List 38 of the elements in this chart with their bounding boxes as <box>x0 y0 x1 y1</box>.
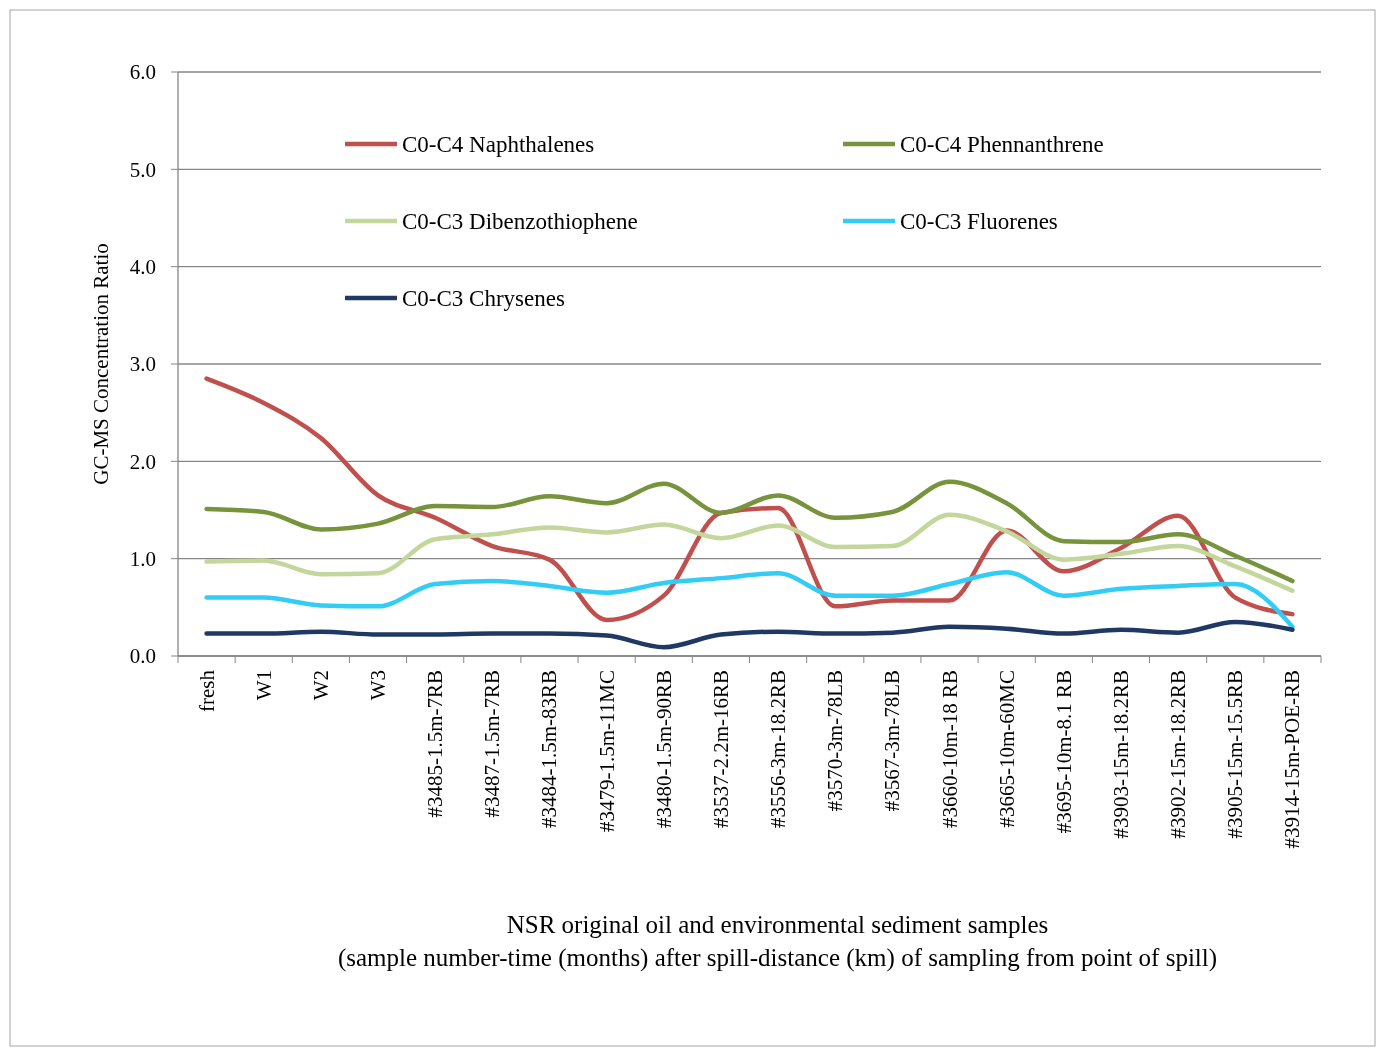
x-axis-title: NSR original oil and environmental sediment samples (sample number-time (months) after spill-distance (km) of sampling from point of spill) <box>337 911 1218 972</box>
x-tick-label: #3903-15m-18.2RB <box>1108 670 1133 839</box>
x-tick-label: fresh <box>194 669 219 712</box>
legend-label: C0-C4 Naphthalenes <box>402 132 595 158</box>
y-tick-label: 4.0 <box>129 255 156 280</box>
x-tick-label: #3660-10m-18 RB <box>937 670 962 829</box>
y-tick-label: 5.0 <box>129 157 156 182</box>
x-tick-label: #3567-3m-78LB <box>880 670 905 812</box>
line-series <box>204 570 1295 630</box>
x-tick-label: #3537-2.2m-16RB <box>708 670 733 829</box>
y-axis-title: GC-MS Concentration Ratio <box>89 243 113 485</box>
x-tick-label: #3487-1.5m-7RB <box>480 670 505 818</box>
x-tick-label: #3905-15m-15.5RB <box>1223 670 1248 839</box>
x-tick-label: W2 <box>308 670 333 701</box>
y-tick-label: 1.0 <box>129 547 156 572</box>
line-series <box>204 619 1295 650</box>
y-tick-label: 0.0 <box>129 644 156 669</box>
legend-label: C0-C3 Dibenzothiophene <box>402 209 638 235</box>
legend-label: C0-C3 Fluorenes <box>900 209 1058 235</box>
legend-label: C0-C3 Chrysenes <box>402 286 565 312</box>
y-tick-label: 6.0 <box>129 60 156 85</box>
x-tick-label: W3 <box>366 670 391 701</box>
line-series <box>204 512 1295 594</box>
x-tick-label: #3665-10m-60MC <box>994 670 1019 828</box>
x-tick-label: #3484-1.5m-83RB <box>537 670 562 829</box>
y-tick-label: 2.0 <box>129 449 156 474</box>
x-tick-label: #3485-1.5m-7RB <box>423 670 448 818</box>
x-tick-label: #3902-15m-18.2RB <box>1166 670 1191 839</box>
x-tick-label: #3479-1.5m-11MC <box>594 670 619 832</box>
x-tick-label: #3695-10m-8.1 RB <box>1051 670 1076 834</box>
x-tick-label: #3480-1.5m-90RB <box>651 670 676 829</box>
line-series <box>204 479 1295 584</box>
x-tick-label: #3556-3m-18.2RB <box>766 670 791 829</box>
x-tick-label: #3914-15m-POE-RB <box>1280 670 1305 849</box>
x-tick-label: #3570-3m-78LB <box>823 670 848 812</box>
y-tick-label: 3.0 <box>129 352 156 377</box>
x-tick-label: W1 <box>251 670 276 701</box>
legend-label: C0-C4 Phennanthrene <box>900 132 1104 158</box>
